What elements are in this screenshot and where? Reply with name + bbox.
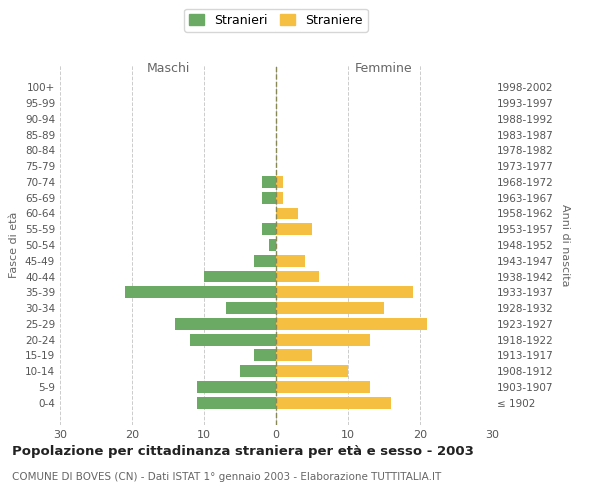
Bar: [125, 286, 276, 298]
Bar: [276, 366, 348, 377]
Bar: [276, 302, 384, 314]
Bar: [276, 176, 283, 188]
Text: Popolazione per cittadinanza straniera per età e sesso - 2003: Popolazione per cittadinanza straniera p…: [12, 445, 474, 458]
Text: COMUNE DI BOVES (CN) - Dati ISTAT 1° gennaio 2003 - Elaborazione TUTTITALIA.IT: COMUNE DI BOVES (CN) - Dati ISTAT 1° gen…: [12, 472, 441, 482]
Text: Femmine: Femmine: [355, 62, 413, 74]
Bar: [276, 270, 319, 282]
Bar: [262, 192, 276, 203]
Bar: [276, 255, 305, 266]
Bar: [276, 318, 427, 330]
Bar: [276, 286, 413, 298]
Bar: [190, 334, 276, 345]
Bar: [276, 208, 298, 220]
Bar: [197, 397, 276, 408]
Bar: [226, 302, 276, 314]
Bar: [240, 366, 276, 377]
Bar: [254, 350, 276, 362]
Text: Maschi: Maschi: [146, 62, 190, 74]
Bar: [175, 318, 276, 330]
Bar: [262, 176, 276, 188]
Bar: [197, 381, 276, 393]
Bar: [276, 192, 283, 203]
Bar: [276, 397, 391, 408]
Bar: [276, 381, 370, 393]
Bar: [204, 270, 276, 282]
Bar: [276, 224, 312, 235]
Bar: [262, 224, 276, 235]
Bar: [276, 334, 370, 345]
Bar: [254, 255, 276, 266]
Bar: [269, 239, 276, 251]
Bar: [276, 350, 312, 362]
Y-axis label: Anni di nascita: Anni di nascita: [560, 204, 570, 286]
Y-axis label: Fasce di età: Fasce di età: [10, 212, 19, 278]
Legend: Stranieri, Straniere: Stranieri, Straniere: [184, 8, 368, 32]
